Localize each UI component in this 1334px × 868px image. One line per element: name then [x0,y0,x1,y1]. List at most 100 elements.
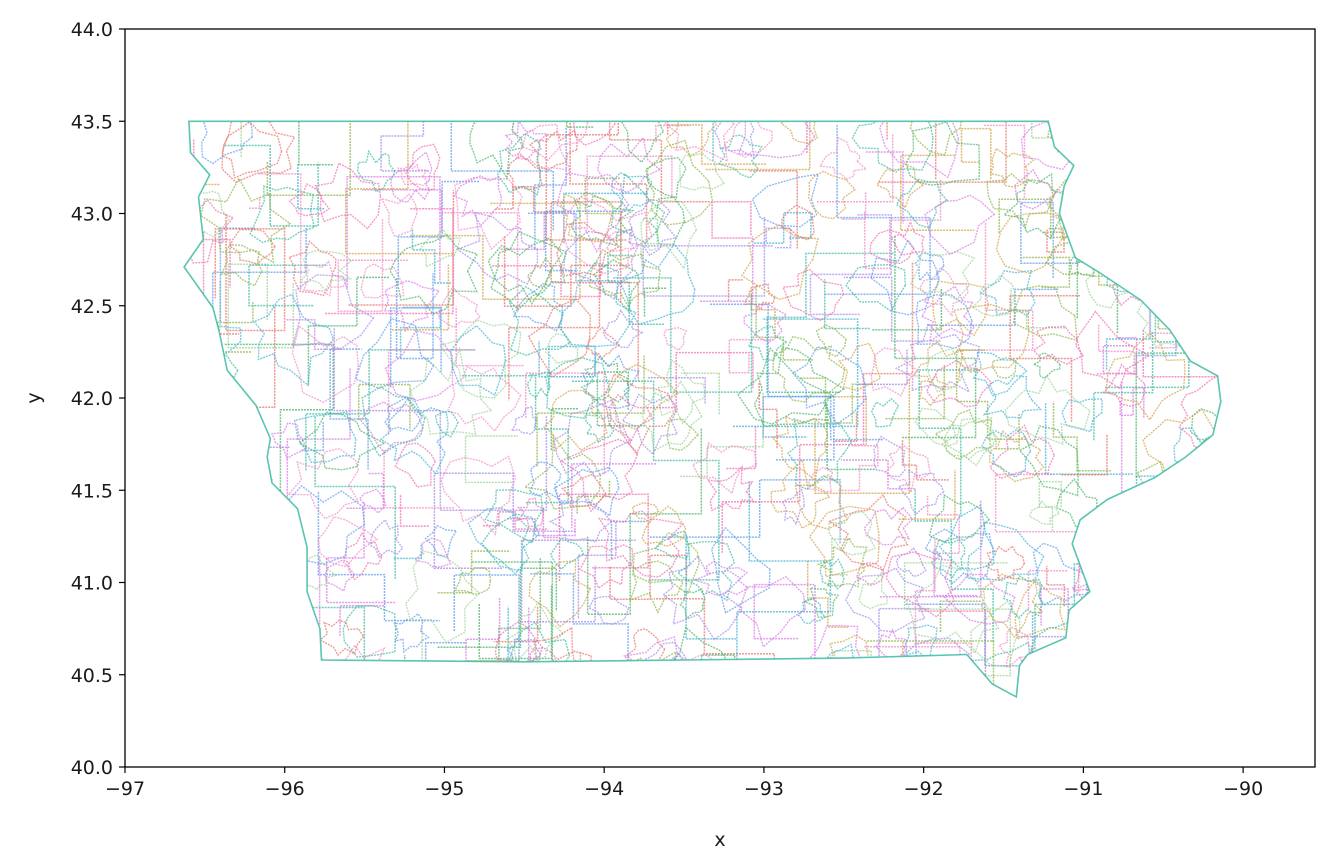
district-loop [770,458,831,530]
boundary-segment [184,121,242,157]
district-loop [666,417,699,452]
district-loop [553,466,620,517]
district-loop [1004,373,1091,446]
district-loop [317,515,379,568]
boundary-segment [841,192,867,220]
district-loop [370,518,404,559]
boundary-segment [471,561,677,666]
boundary-segment [609,554,688,600]
district-loop [943,416,999,460]
boundary-segment [249,197,261,210]
boundary-segment [325,208,454,315]
district-loop [616,121,665,164]
district-loop [782,268,845,322]
boundary-segment [894,235,977,439]
district-loop [390,151,433,203]
district-loop [507,155,544,191]
district-loop [915,294,973,350]
boundary-segment [998,198,1079,266]
district-loop [424,524,458,558]
district-loop [405,550,481,644]
district-loop [941,417,998,467]
district-loop [640,199,698,271]
boundary-segment [863,179,942,270]
boundary-segment [843,276,941,342]
district-loop [252,293,335,387]
district-loop [884,443,931,495]
district-loop [1061,398,1103,433]
boundary-segment [960,127,992,180]
x-tick-label: −90 [1223,778,1263,800]
boundary-segment [709,303,883,441]
district-loop [885,551,956,618]
boundary-segment [646,351,754,409]
boundary-segment [918,610,987,679]
district-loop [982,374,1043,419]
district-loop [413,537,452,568]
boundary-segment [317,492,440,622]
boundary-segment [224,144,319,227]
district-loop [379,397,449,475]
district-loop [737,121,816,159]
boundary-segment [700,236,754,303]
district-loop [271,422,307,460]
district-loop [647,196,686,246]
boundary-segment [571,380,720,581]
boundary-segment [1135,272,1221,478]
boundary-segment [727,279,743,302]
district-loop [771,415,829,482]
boundary-segment [339,604,385,637]
district-loop [1105,332,1186,421]
state-boundary-line [183,120,1222,699]
boundary-segment [219,227,256,322]
district-loop [928,493,991,543]
district-loop [972,351,1028,397]
y-tick-label: 41.5 [71,480,113,502]
district-loop [897,468,945,516]
district-loop [560,261,637,348]
district-loop [985,545,1026,582]
district-loop [679,587,706,620]
boundary-segment [1038,480,1062,532]
district-loop [292,274,375,350]
boundary-segment [885,364,946,420]
x-tick-label: −93 [744,778,784,800]
boundary-segment [337,219,408,313]
boundary-segment [859,349,908,386]
boundary-segment [399,494,429,527]
district-loop [356,149,396,193]
district-loop [926,347,966,393]
district-loop [1031,352,1061,380]
boundary-segment [189,368,351,505]
district-loop [549,536,585,571]
district-loop [878,121,960,179]
district-loop [631,501,660,524]
district-loop [970,600,1021,668]
district-loop [505,601,565,664]
district-loop [782,488,805,526]
district-loop [581,351,640,409]
boundary-segment [224,343,334,507]
district-loop [894,322,980,394]
district-loop [508,285,572,357]
district-loop [905,121,981,186]
district-loop [526,256,553,288]
boundary-segment [1010,288,1065,329]
boundary-segment [831,538,853,576]
district-loop [286,447,360,520]
district-loop [924,194,996,256]
boundary-segment [286,319,343,350]
district-loop [560,191,614,243]
boundary-segment [926,495,960,555]
boundary-segment [994,414,1020,450]
district-loop [691,441,758,495]
district-loop [439,319,522,399]
boundary-segment [1043,229,1065,253]
boundary-segment [765,227,792,249]
district-loop [837,342,882,392]
boundary-segment [956,223,1034,351]
boundary-segment [397,180,479,285]
boundary-segment [878,121,1007,183]
boundary-segment [1027,569,1068,609]
district-loop [736,347,833,425]
